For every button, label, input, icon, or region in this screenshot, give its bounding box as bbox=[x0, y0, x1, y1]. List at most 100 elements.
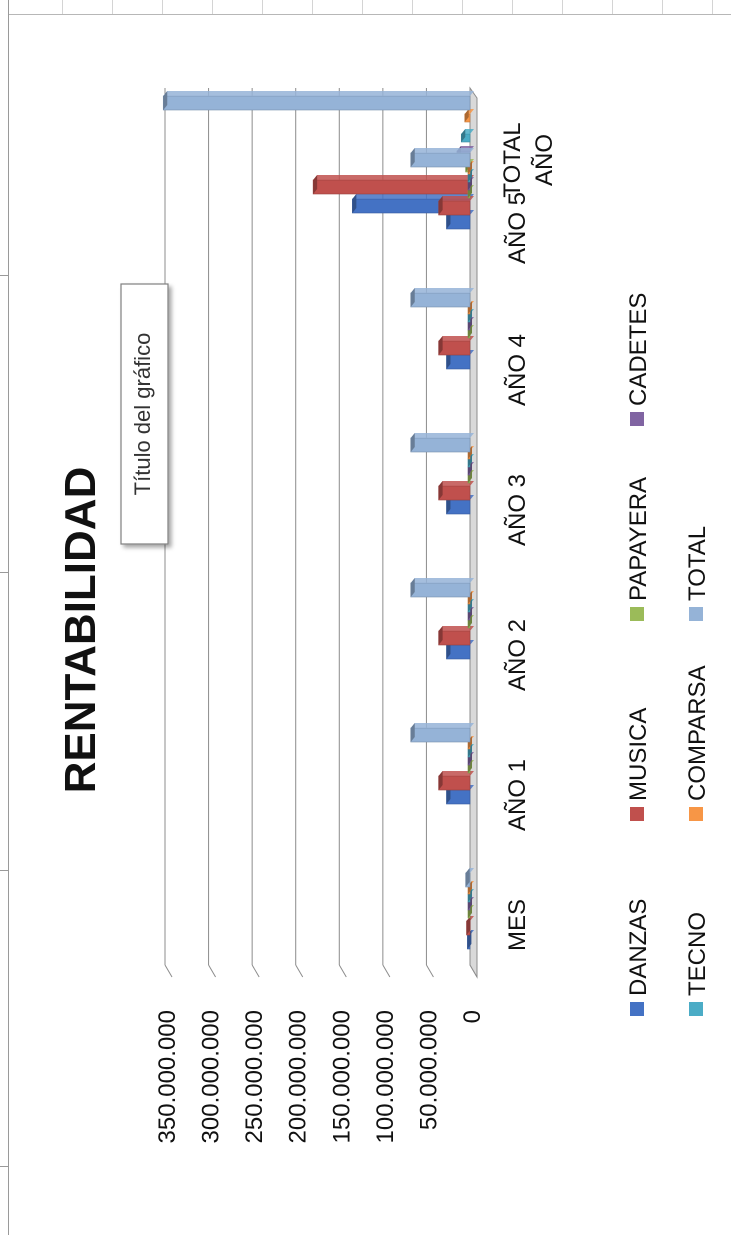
rentabilidad-chart: 0 50.000.000 100.000.000 150.000.000 200.000… bbox=[56, 86, 711, 1143]
column-divider bbox=[262, 0, 263, 14]
legend-label: PAPAYERA bbox=[625, 477, 652, 601]
bar-side bbox=[468, 446, 472, 459]
bar-top bbox=[163, 91, 474, 96]
bar-side bbox=[468, 454, 472, 467]
gridline-depth bbox=[164, 964, 173, 978]
bar-side bbox=[468, 591, 472, 604]
legend: DANZAS MUSICA PAPAYERA CADETES TECNO COMPARSA… bbox=[625, 293, 711, 1016]
column-divider bbox=[312, 0, 313, 14]
bar-side bbox=[468, 161, 472, 174]
bar-front bbox=[438, 200, 471, 216]
bar-side bbox=[352, 194, 357, 213]
category-label: AÑO 2 bbox=[504, 619, 531, 691]
bar bbox=[438, 626, 474, 646]
bar bbox=[466, 916, 474, 936]
bar-front bbox=[410, 582, 471, 598]
bar-series bbox=[162, 91, 474, 950]
chart-title[interactable]: RENTABILIDAD bbox=[56, 467, 105, 794]
bar-top bbox=[438, 771, 474, 776]
bar-side bbox=[410, 433, 415, 452]
y-tick-label: 250.000.000 bbox=[241, 1010, 268, 1143]
legend-item: CADETES bbox=[625, 293, 652, 426]
bar-side bbox=[468, 325, 472, 338]
bar-top bbox=[410, 148, 474, 153]
bar-side bbox=[438, 196, 443, 215]
column-divider bbox=[362, 0, 363, 14]
bar-side bbox=[465, 868, 470, 887]
bar-front bbox=[162, 95, 471, 111]
bar bbox=[410, 578, 474, 598]
bar-side bbox=[438, 336, 443, 355]
bar bbox=[465, 868, 474, 888]
bar-side bbox=[410, 723, 415, 742]
bar-side bbox=[468, 317, 472, 330]
bar-top bbox=[410, 723, 474, 728]
category-label: AÑO 3 bbox=[504, 474, 531, 546]
gridline-depth bbox=[295, 964, 304, 978]
legend-item: TOTAL bbox=[684, 526, 711, 621]
legend-swatch bbox=[630, 607, 644, 621]
category-label: AÑO 5 bbox=[504, 192, 531, 264]
bar-side bbox=[410, 578, 415, 597]
category-label: TOTAL bbox=[499, 122, 526, 197]
title-placeholder-box[interactable] bbox=[120, 283, 169, 545]
column-divider bbox=[612, 0, 613, 14]
gridline-depth bbox=[338, 964, 347, 978]
bar bbox=[410, 433, 474, 453]
bar-side bbox=[466, 916, 471, 935]
bar-side bbox=[468, 905, 472, 918]
bar-front bbox=[410, 727, 471, 743]
y-tick-label: 300.000.000 bbox=[198, 1010, 225, 1143]
legend-label: TECNO bbox=[684, 912, 711, 996]
bar bbox=[162, 91, 474, 111]
legend-item: TECNO bbox=[684, 912, 711, 1016]
bar-front bbox=[438, 340, 471, 356]
bar-side bbox=[468, 889, 472, 902]
bar-top bbox=[410, 578, 474, 583]
bar-front bbox=[312, 179, 471, 195]
spreadsheet-row-header bbox=[0, 0, 9, 1235]
y-tick-label: 0 bbox=[459, 1010, 486, 1023]
y-axis-tick-labels: 0 50.000.000 100.000.000 150.000.000 200.000… bbox=[154, 1010, 486, 1143]
legend-swatch bbox=[630, 807, 644, 821]
bar-side bbox=[468, 881, 472, 894]
chart-area[interactable]: 0 50.000.000 100.000.000 150.000.000 200.000… bbox=[10, 15, 731, 1235]
bar-side bbox=[468, 185, 472, 198]
gridlines bbox=[164, 86, 478, 979]
legend-swatch bbox=[630, 1002, 644, 1016]
bar-side bbox=[468, 462, 472, 475]
bar-top bbox=[438, 481, 474, 486]
bar-top bbox=[410, 288, 474, 293]
legend-label: COMPARSA bbox=[684, 665, 711, 801]
column-divider bbox=[512, 0, 513, 14]
bar-side bbox=[468, 615, 472, 628]
legend-item: DANZAS bbox=[625, 899, 652, 1016]
chart-title-placeholder[interactable]: Título del gráfico bbox=[120, 283, 169, 545]
y-tick-label: 150.000.000 bbox=[328, 1010, 355, 1143]
bar-side bbox=[468, 760, 472, 773]
column-divider bbox=[662, 0, 663, 14]
column-divider bbox=[712, 0, 713, 14]
bar-side bbox=[468, 897, 472, 910]
legend-swatch bbox=[689, 807, 703, 821]
y-tick-label: 100.000.000 bbox=[372, 1010, 399, 1143]
bar-front bbox=[438, 485, 471, 501]
bar-side bbox=[468, 169, 472, 182]
spreadsheet-column-header bbox=[0, 0, 731, 15]
category-label: AÑO 1 bbox=[504, 759, 531, 831]
column-divider bbox=[562, 0, 563, 14]
bar-side bbox=[468, 607, 472, 620]
bar bbox=[410, 148, 474, 168]
bar bbox=[438, 481, 474, 501]
bar-front bbox=[410, 292, 471, 308]
column-divider bbox=[212, 0, 213, 14]
legend-label: TOTAL bbox=[684, 526, 711, 601]
bar bbox=[410, 723, 474, 743]
bar-side bbox=[468, 736, 472, 749]
bar-front bbox=[410, 152, 471, 168]
column-divider bbox=[62, 0, 63, 14]
column-divider bbox=[462, 0, 463, 14]
bar-top bbox=[438, 196, 474, 201]
bar-side bbox=[468, 301, 472, 314]
